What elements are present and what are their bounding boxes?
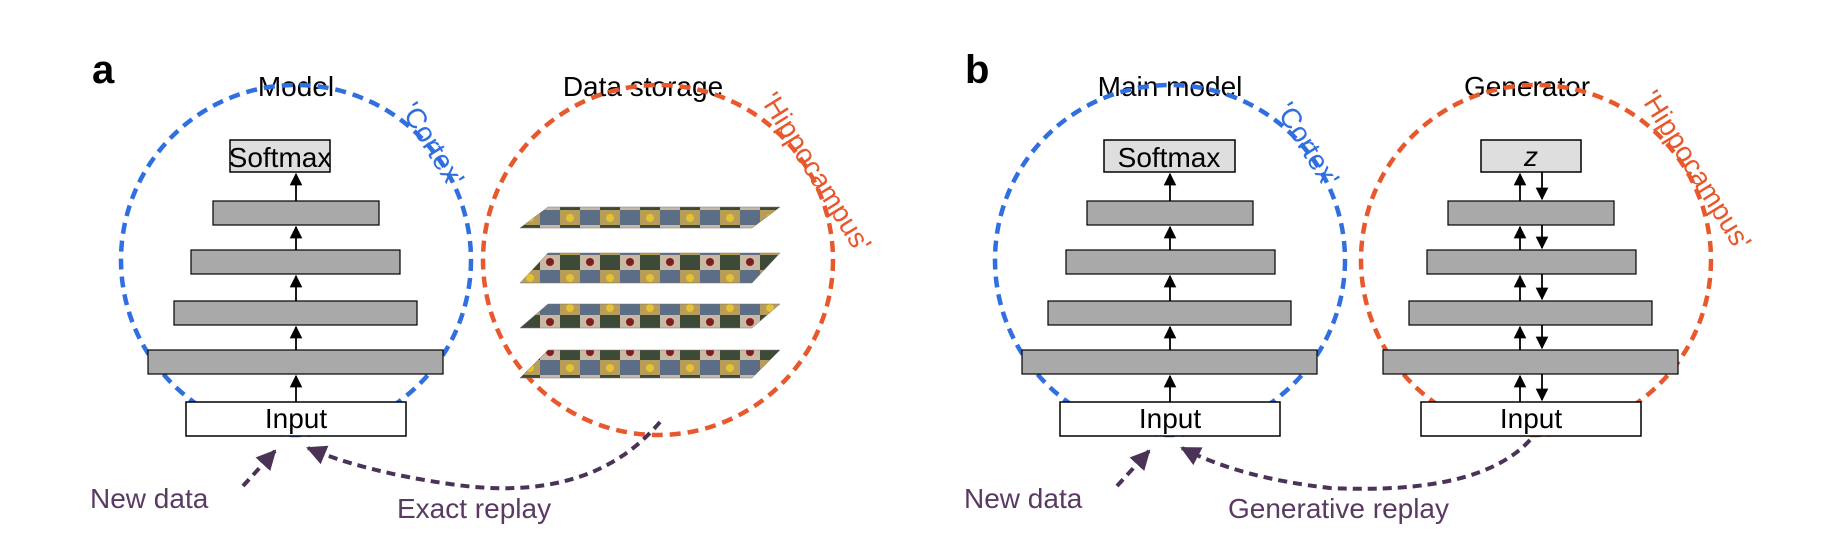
hidden-layer-1 xyxy=(147,349,444,375)
panel-a-storage-title: Data storage xyxy=(563,71,723,102)
panel-b-model-title: Main model xyxy=(1098,71,1243,102)
main-hidden-layer-3 xyxy=(1065,249,1276,275)
hidden-layer-3 xyxy=(190,249,401,275)
generative-replay-arrow xyxy=(1180,438,1532,491)
softmax-label: Softmax xyxy=(229,142,332,173)
hidden-layer-4 xyxy=(212,200,380,226)
main-hidden-layer-2 xyxy=(1047,300,1292,326)
cortex-label: 'Cortex' xyxy=(395,97,471,192)
panel-a: a Model Data storage 'Cortex' 'Hippocamp… xyxy=(90,48,878,524)
generator-layer-4 xyxy=(1447,200,1615,226)
main-hidden-layer-4 xyxy=(1086,200,1254,226)
hippocampus-label-b: 'Hippocampus' xyxy=(1635,85,1758,256)
new-data-arrow-b xyxy=(1115,449,1151,488)
input-box-b xyxy=(1059,401,1281,437)
softmax-box xyxy=(229,139,331,173)
input-label-b: Input xyxy=(1139,403,1201,434)
panel-a-letter: a xyxy=(92,48,115,92)
z-box xyxy=(1480,139,1582,173)
stored-images xyxy=(519,206,781,379)
new-data-label-b: New data xyxy=(964,483,1083,514)
input-box xyxy=(185,401,407,437)
exact-replay-arrow xyxy=(306,420,662,491)
hidden-layer-2 xyxy=(173,300,418,326)
generator-layer-1 xyxy=(1382,349,1679,375)
generative-replay-label: Generative replay xyxy=(1228,493,1449,524)
panel-b: b Main model Generator 'Cortex' 'Hippoca… xyxy=(964,48,1758,524)
cortex-label-b: 'Cortex' xyxy=(1270,97,1346,192)
main-hidden-layer-1 xyxy=(1021,349,1318,375)
panel-b-letter: b xyxy=(965,48,989,92)
hippocampus-label: 'Hippocampus' xyxy=(755,87,878,258)
softmax-label-b: Softmax xyxy=(1118,142,1221,173)
z-label: z xyxy=(1523,141,1538,172)
new-data-label: New data xyxy=(90,483,209,514)
input-label: Input xyxy=(265,403,327,434)
generator-input-label: Input xyxy=(1500,403,1562,434)
new-data-arrow xyxy=(241,449,277,488)
softmax-box-b xyxy=(1103,139,1236,173)
generator-layer-3 xyxy=(1426,249,1637,275)
hippocampus-circle xyxy=(480,82,836,438)
exact-replay-label: Exact replay xyxy=(397,493,551,524)
generator-layer-2 xyxy=(1408,300,1653,326)
generator-input-box xyxy=(1420,401,1642,437)
